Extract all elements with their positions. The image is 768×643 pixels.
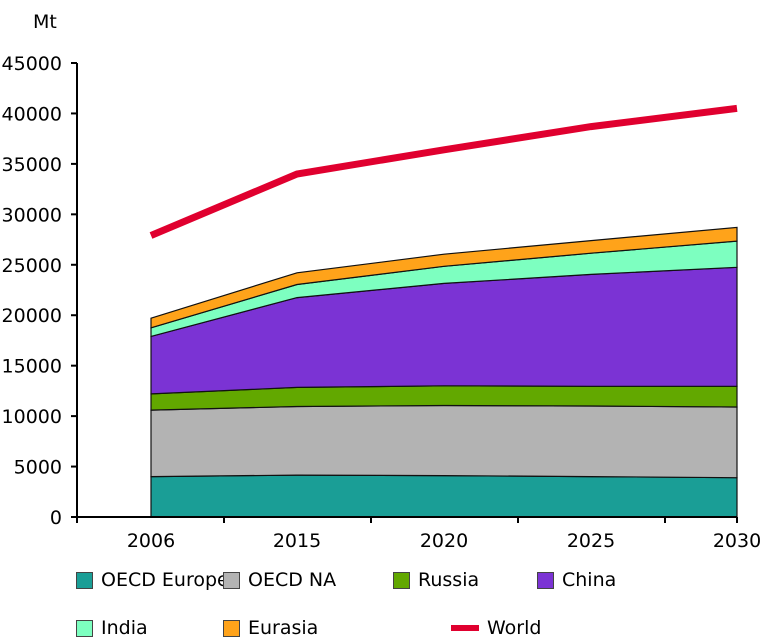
y-tick-label: 40000 — [2, 103, 62, 125]
legend-swatch — [537, 571, 554, 589]
area-oecd-europe — [150, 474, 738, 518]
y-tick-label: 10000 — [2, 406, 62, 428]
line-series — [149, 104, 738, 239]
x-tick-label: 2030 — [713, 530, 761, 552]
y-tick-label: 5000 — [14, 457, 62, 479]
y-tick-label: 30000 — [2, 204, 62, 226]
legend-label: OECD NA — [248, 569, 337, 591]
legend-label: Russia — [418, 569, 480, 591]
axes — [71, 62, 738, 523]
legend-item-china: China — [537, 569, 616, 591]
legend-item-russia: Russia — [393, 569, 479, 591]
legend-label: World — [487, 617, 542, 639]
legend-swatch — [76, 571, 93, 589]
legend-item-oecd-europe: OECD Europe — [76, 569, 229, 591]
y-tick-label: 15000 — [2, 356, 62, 378]
y-axis-label: Mt — [33, 11, 57, 33]
y-tick-label: 35000 — [2, 154, 62, 176]
x-tick-label: 2006 — [127, 530, 175, 552]
legend-label: India — [101, 617, 148, 639]
x-tick-label: 2025 — [567, 530, 615, 552]
line-world — [149, 104, 738, 239]
y-tick-label: 20000 — [2, 305, 62, 327]
y-tick-label: 45000 — [2, 53, 62, 75]
x-tick-labels: 2006 2015 2020 2025 2030 — [127, 530, 761, 552]
stacked-areas — [150, 226, 738, 518]
legend-swatch — [393, 571, 410, 589]
legend-swatch — [76, 619, 93, 637]
legend-swatch — [223, 571, 240, 589]
area-oecd-na — [150, 404, 738, 479]
legend-item-india: India — [76, 617, 148, 639]
area-china — [150, 266, 738, 395]
y-tick-labels: 0 5000 10000 15000 20000 25000 30000 35000 40000… — [2, 53, 62, 529]
legend-item-world: World — [451, 617, 541, 639]
legend-label: OECD Europe — [101, 569, 229, 591]
legend-swatch — [451, 625, 479, 631]
area-eurasia — [150, 226, 738, 329]
x-tick-label: 2015 — [273, 530, 321, 552]
x-tick-label: 2020 — [420, 530, 468, 552]
legend-label: China — [562, 569, 617, 591]
y-tick-label: 0 — [50, 507, 62, 529]
legend-label: Eurasia — [248, 617, 319, 639]
legend-item-oecd-na: OECD NA — [223, 569, 336, 591]
legend-item-eurasia: Eurasia — [223, 617, 318, 639]
y-tick-label: 25000 — [2, 255, 62, 277]
legend-swatch — [223, 619, 240, 637]
